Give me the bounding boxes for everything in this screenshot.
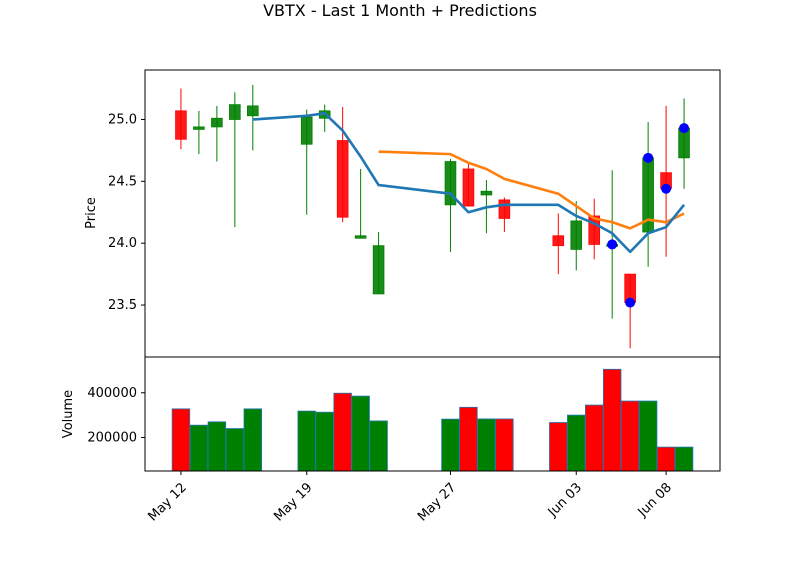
- volume-bar: [351, 395, 370, 471]
- candle-body: [336, 140, 349, 218]
- candle-body: [229, 104, 241, 120]
- candle-body: [498, 199, 511, 219]
- price-axis-label: Price: [84, 197, 99, 229]
- x-tick-label: Jun 03: [545, 480, 585, 520]
- candle-body: [354, 235, 367, 239]
- volume-bar: [477, 418, 496, 471]
- volume-bar: [585, 404, 604, 471]
- chart-title: VBTX - Last 1 Month + Predictions: [263, 1, 537, 20]
- prediction-point: [625, 297, 636, 308]
- prediction-point: [643, 152, 654, 163]
- candle-body: [193, 126, 205, 130]
- volume-panel: 200000 400000: [87, 356, 721, 472]
- volume-bar: [297, 410, 316, 471]
- prediction-point: [661, 183, 672, 194]
- candle-body: [462, 168, 475, 207]
- volume-bar: [674, 446, 694, 471]
- volume-bar: [567, 414, 586, 471]
- volume-bar: [638, 400, 658, 471]
- volume-bar: [656, 446, 676, 471]
- volume-bar: [225, 428, 245, 471]
- candle-body: [552, 235, 565, 247]
- volume-bar: [620, 400, 640, 471]
- prediction-point: [607, 239, 618, 250]
- volume-axis-label: Volume: [61, 390, 76, 438]
- candle-body: [247, 105, 259, 117]
- volume-bar: [315, 411, 334, 471]
- price-ytick-label: 24.0: [108, 236, 137, 251]
- volume-bar: [495, 418, 514, 471]
- candle-body: [570, 220, 583, 250]
- volume-bar: [602, 368, 622, 471]
- candle-body: [211, 117, 223, 128]
- volume-bar: [369, 420, 388, 471]
- price-ytick-label: 24.5: [108, 174, 137, 189]
- moving-average-blue-line: [252, 112, 686, 254]
- x-tick-label: May 19: [271, 480, 315, 524]
- volume-ytick-label: 200000: [87, 430, 137, 445]
- volume-bar: [207, 421, 227, 471]
- candle-body: [175, 110, 187, 140]
- moving-average-orange-line: [378, 150, 685, 230]
- volume-bar: [549, 422, 568, 471]
- volume-bar: [243, 408, 263, 471]
- candle-body: [444, 161, 457, 206]
- volume-bar: [333, 392, 352, 471]
- candle-body: [300, 116, 313, 145]
- x-tick-label: Jun 08: [635, 480, 675, 520]
- x-tick-label: May 27: [415, 480, 459, 524]
- price-marks: [175, 84, 690, 349]
- price-ytick-label: 23.5: [108, 298, 137, 313]
- candle-body: [480, 190, 493, 196]
- price-ytick-label: 25.0: [108, 112, 137, 127]
- x-tick-label: May 12: [146, 480, 190, 524]
- x-axis: May 12 May 19 May 27 Jun 03 Jun 08: [146, 471, 675, 524]
- prediction-point: [679, 123, 690, 134]
- volume-marks: [171, 368, 694, 471]
- volume-panel-frame: [144, 356, 721, 472]
- price-panel: 23.5 24.0 24.5 25.0: [108, 69, 721, 358]
- candle-body: [372, 245, 385, 295]
- volume-bar: [441, 418, 460, 471]
- candle-body: [588, 215, 601, 245]
- volume-bar: [459, 406, 478, 471]
- volume-bar: [189, 424, 209, 471]
- volume-ytick-label: 400000: [87, 386, 137, 401]
- volume-bar: [171, 408, 191, 471]
